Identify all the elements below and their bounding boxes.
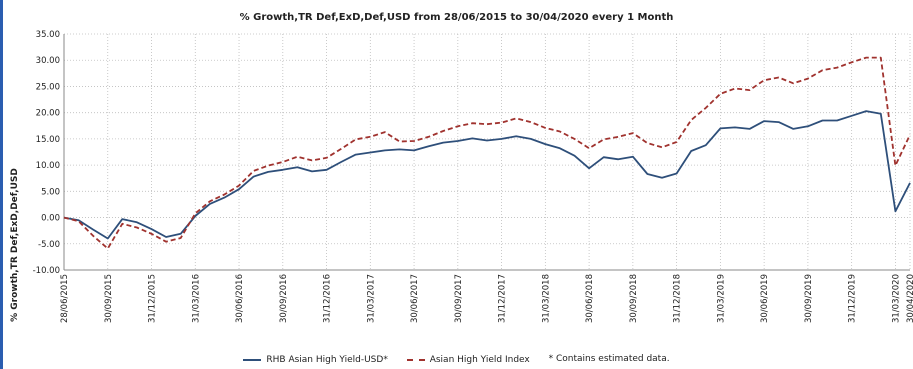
x-tick-label: 30/09/2017 — [454, 274, 464, 323]
chart-title: % Growth,TR Def,ExD,Def,USD from 28/06/2… — [239, 12, 674, 23]
series-line-fund — [63, 110, 911, 240]
x-tick-label: 31/03/2016 — [191, 274, 201, 323]
y-tick-label: 15.00 — [36, 135, 60, 145]
x-tick-label: 30/09/2018 — [629, 274, 639, 323]
y-tick-label: 5.00 — [41, 187, 60, 197]
x-tick-label: 31/12/2015 — [148, 274, 158, 323]
x-tick-label: 31/12/2016 — [323, 274, 333, 323]
window-left-border — [0, 0, 3, 369]
x-tick-label: 31/03/2020 — [891, 274, 901, 323]
y-tick-label: 25.00 — [36, 82, 60, 92]
x-tick-label: 30/09/2016 — [279, 274, 289, 323]
chart-legend: RHB Asian High Yield-USD* Asian High Yie… — [0, 354, 913, 365]
legend-label-index: Asian High Yield Index — [429, 355, 530, 365]
y-tick-label: 35.00 — [36, 30, 60, 40]
y-tick-label: 0.00 — [41, 214, 60, 224]
y-tick-label: 30.00 — [36, 56, 60, 66]
x-tick-label: 30/06/2019 — [760, 274, 770, 323]
x-tick-label: 31/12/2017 — [498, 274, 508, 323]
x-tick-label: 31/12/2018 — [673, 274, 683, 323]
y-tick-label: -5.00 — [38, 240, 60, 250]
x-tick-label: 31/03/2017 — [366, 274, 376, 323]
x-tick-label: 30/06/2016 — [235, 274, 245, 323]
x-tick-label: 30/06/2018 — [585, 274, 595, 323]
legend-label-fund: RHB Asian High Yield-USD* — [266, 355, 388, 365]
x-tick-label: 30/04/2020 — [906, 274, 913, 323]
x-tick-label: 30/06/2017 — [410, 274, 420, 323]
y-tick-label: 10.00 — [36, 161, 60, 171]
x-tick-label: 28/06/2015 — [60, 274, 70, 323]
legend-item-index: Asian High Yield Index — [406, 355, 530, 365]
x-tick-label: 31/12/2019 — [848, 274, 858, 323]
x-tick-label: 31/03/2018 — [541, 274, 551, 323]
legend-swatch-solid — [243, 359, 262, 361]
legend-footnote: * Contains estimated data. — [548, 354, 670, 364]
y-tick-label: -10.00 — [33, 266, 60, 276]
x-tick-label: 31/03/2019 — [716, 274, 726, 323]
legend-item-fund: RHB Asian High Yield-USD* — [243, 355, 388, 365]
y-tick-label: 20.00 — [36, 109, 60, 119]
x-tick-label: 30/09/2019 — [804, 274, 814, 323]
x-tick-label: 30/09/2015 — [104, 274, 114, 323]
series-line-index — [63, 56, 911, 250]
legend-swatch-dashed — [406, 359, 425, 361]
